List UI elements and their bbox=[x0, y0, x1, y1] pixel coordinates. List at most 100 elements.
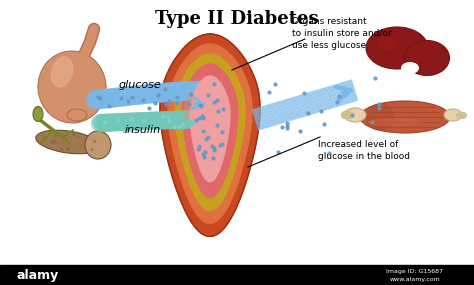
Point bbox=[192, 118, 200, 122]
Ellipse shape bbox=[54, 141, 56, 144]
Point bbox=[202, 137, 210, 141]
Ellipse shape bbox=[72, 133, 75, 136]
Point bbox=[128, 95, 136, 99]
Point bbox=[127, 127, 135, 132]
Point bbox=[219, 107, 227, 111]
Text: glucose: glucose bbox=[118, 80, 161, 90]
Point bbox=[214, 98, 221, 102]
Point bbox=[176, 125, 183, 129]
Point bbox=[326, 150, 333, 155]
Ellipse shape bbox=[66, 147, 70, 150]
Point bbox=[213, 122, 220, 127]
Point bbox=[210, 156, 217, 160]
Point bbox=[164, 115, 172, 119]
Point bbox=[210, 145, 218, 150]
Point bbox=[151, 101, 158, 105]
Point bbox=[210, 99, 218, 104]
Point bbox=[283, 123, 291, 128]
Point bbox=[297, 128, 304, 133]
Text: www.alamy.com: www.alamy.com bbox=[390, 276, 440, 282]
Point bbox=[368, 120, 376, 125]
Ellipse shape bbox=[91, 148, 94, 151]
Ellipse shape bbox=[51, 140, 55, 143]
Point bbox=[204, 135, 211, 140]
Bar bbox=[0, 265, 474, 285]
Ellipse shape bbox=[51, 56, 73, 88]
Point bbox=[283, 126, 291, 131]
Point bbox=[205, 93, 212, 97]
Point bbox=[218, 142, 226, 146]
Point bbox=[195, 116, 203, 121]
Point bbox=[145, 106, 153, 111]
Ellipse shape bbox=[377, 36, 397, 50]
Point bbox=[208, 144, 216, 148]
Text: Type II Diabetes: Type II Diabetes bbox=[155, 10, 319, 28]
Point bbox=[210, 148, 218, 152]
Point bbox=[153, 125, 160, 130]
Point bbox=[94, 94, 102, 99]
Ellipse shape bbox=[444, 109, 462, 121]
Point bbox=[200, 154, 208, 159]
Polygon shape bbox=[168, 44, 252, 223]
Point bbox=[191, 121, 199, 125]
Ellipse shape bbox=[344, 108, 366, 122]
Point bbox=[199, 115, 207, 120]
Ellipse shape bbox=[60, 147, 63, 150]
Point bbox=[301, 90, 308, 95]
Point bbox=[195, 144, 202, 149]
Point bbox=[198, 114, 206, 118]
Point bbox=[165, 119, 173, 123]
Ellipse shape bbox=[33, 107, 43, 121]
Ellipse shape bbox=[183, 92, 193, 122]
Point bbox=[185, 102, 192, 106]
Point bbox=[106, 103, 113, 108]
Point bbox=[127, 117, 135, 121]
Point bbox=[178, 122, 186, 127]
Point bbox=[173, 100, 181, 105]
Point bbox=[117, 96, 125, 101]
Ellipse shape bbox=[366, 27, 428, 69]
Ellipse shape bbox=[36, 130, 100, 154]
Point bbox=[200, 115, 207, 120]
Point bbox=[97, 96, 104, 101]
Text: Organs resistant
to insulin store and/or
use less glucose: Organs resistant to insulin store and/or… bbox=[292, 17, 392, 50]
Point bbox=[375, 102, 383, 107]
Point bbox=[278, 124, 286, 129]
Text: Image ID: G15687: Image ID: G15687 bbox=[386, 270, 444, 274]
Ellipse shape bbox=[38, 51, 106, 123]
Polygon shape bbox=[160, 34, 260, 236]
Ellipse shape bbox=[76, 136, 80, 139]
Ellipse shape bbox=[43, 136, 46, 139]
Point bbox=[194, 146, 201, 151]
Ellipse shape bbox=[367, 118, 422, 126]
Point bbox=[170, 125, 178, 129]
Point bbox=[199, 151, 207, 156]
Point bbox=[333, 99, 340, 104]
Ellipse shape bbox=[93, 140, 96, 143]
Point bbox=[162, 101, 170, 106]
Ellipse shape bbox=[404, 40, 449, 76]
Point bbox=[165, 99, 173, 103]
Point bbox=[265, 89, 273, 94]
Point bbox=[271, 82, 278, 86]
Point bbox=[274, 150, 282, 155]
Point bbox=[139, 98, 147, 102]
Polygon shape bbox=[182, 64, 238, 198]
Point bbox=[210, 81, 217, 86]
Point bbox=[304, 111, 311, 115]
Point bbox=[161, 87, 169, 91]
Point bbox=[198, 103, 205, 108]
Point bbox=[318, 109, 325, 113]
Ellipse shape bbox=[85, 131, 111, 159]
Ellipse shape bbox=[55, 134, 58, 137]
Point bbox=[173, 95, 181, 99]
Point bbox=[196, 103, 204, 107]
Point bbox=[124, 99, 131, 103]
Ellipse shape bbox=[360, 101, 450, 133]
Text: insulin: insulin bbox=[125, 125, 161, 135]
Point bbox=[216, 143, 224, 147]
Point bbox=[187, 92, 194, 96]
Polygon shape bbox=[190, 76, 230, 182]
Point bbox=[283, 121, 291, 125]
Point bbox=[215, 109, 222, 113]
